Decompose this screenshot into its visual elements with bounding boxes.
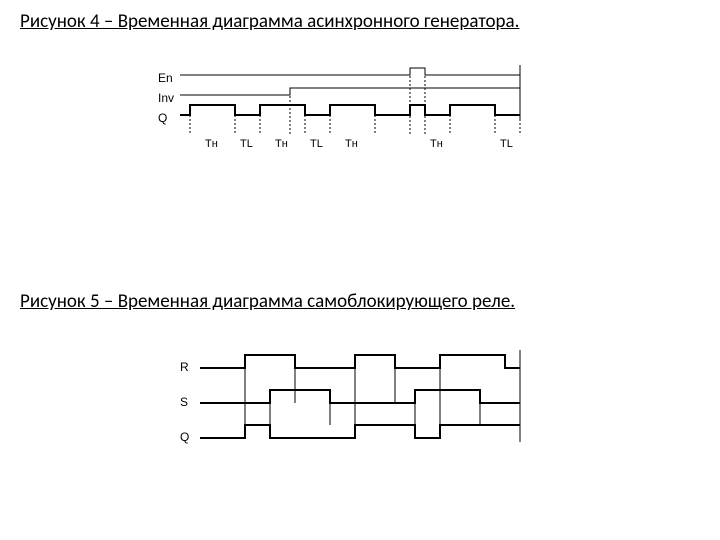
signal-label: Q xyxy=(180,430,189,444)
signal-label: Q xyxy=(158,111,167,125)
timing-diagram-async-generator: TнTLTнTLTнTнTL EnInvQ xyxy=(180,65,540,185)
signal-label: Inv xyxy=(158,91,174,105)
figure-4-caption: Рисунок 4 – Временная диаграмма асинхрон… xyxy=(20,10,519,33)
svg-text:Tн: Tн xyxy=(205,138,218,150)
signal-label: S xyxy=(180,395,188,409)
signal-label: R xyxy=(180,360,189,374)
timing-diagram-latching-relay: RSQ xyxy=(200,350,540,480)
svg-text:Tн: Tн xyxy=(430,138,443,150)
signal-label: En xyxy=(158,71,173,85)
svg-text:TL: TL xyxy=(240,138,253,150)
svg-text:TL: TL xyxy=(310,138,323,150)
svg-text:Tн: Tн xyxy=(345,138,358,150)
figure-5-caption: Рисунок 5 – Временная диаграмма самоблок… xyxy=(20,290,515,313)
svg-text:Tн: Tн xyxy=(275,138,288,150)
svg-text:TL: TL xyxy=(500,138,513,150)
